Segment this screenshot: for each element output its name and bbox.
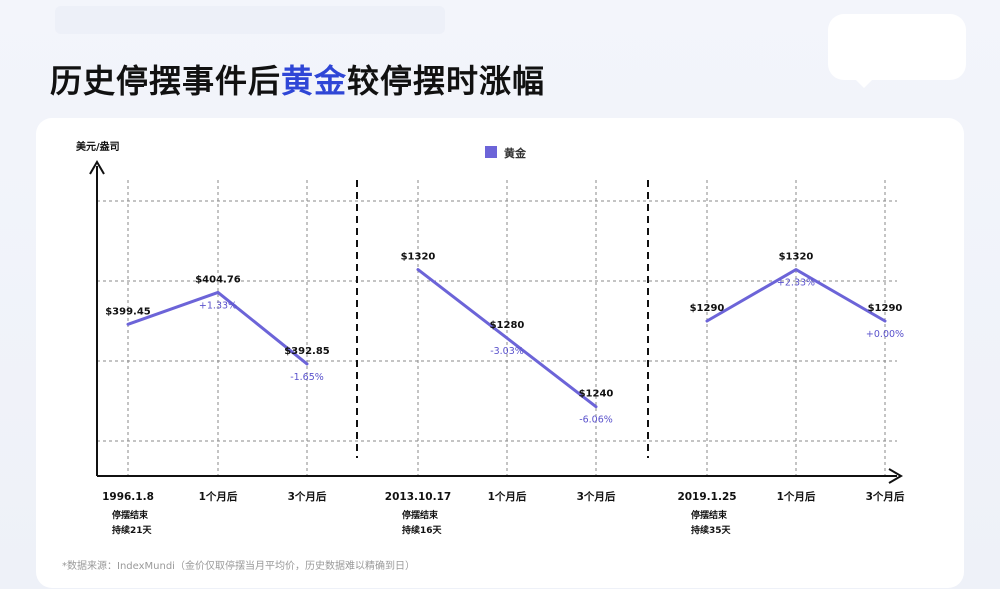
legend-swatch [485, 146, 497, 158]
x-tick-label: 2013.10.17 [385, 491, 451, 503]
pct-change-label: -6.06% [579, 415, 613, 426]
data-label: $399.45 [105, 306, 151, 317]
footnote: *数据来源：IndexMundi（金价仅取停摆当月平均价，历史数据难以精确到日） [62, 559, 415, 572]
x-tick-label: 3个月后 [577, 490, 616, 503]
x-tick-label: 2019.1.25 [677, 491, 736, 503]
title-part-2: 较停摆时涨幅 [347, 62, 546, 100]
page-title: 历史停摆事件后黄金较停摆时涨幅 [50, 56, 545, 102]
x-axis-arrow [888, 468, 903, 484]
pct-change-label: +0.00% [866, 329, 904, 340]
decorative-bubble [828, 14, 966, 80]
data-label: $1280 [490, 320, 525, 331]
decorative-banner [55, 6, 445, 34]
data-label: $1290 [690, 303, 725, 314]
legend-label: 黄金 [504, 146, 527, 160]
x-tick-label: 1个月后 [777, 490, 816, 503]
data-label: $392.85 [284, 346, 330, 357]
decorative-bubble-tail [850, 74, 878, 88]
data-label: $404.76 [195, 274, 241, 285]
axis-layer: 美元/盎司 [76, 140, 903, 484]
grid-layer [97, 180, 897, 476]
x-sub-label: 持续16天 [402, 524, 443, 536]
data-label: $1320 [779, 252, 814, 263]
pct-change-label: +2.33% [777, 278, 815, 289]
y-axis-arrow [89, 160, 105, 175]
gold-line-chart: 美元/盎司 黄金 $399.45 $404.76 +1.33% $392.85 -1.6… [62, 140, 905, 572]
data-label: $1290 [868, 303, 903, 314]
legend: 黄金 [485, 146, 527, 160]
data-label: $1240 [579, 389, 614, 400]
x-sub-label: 停摆结束 [402, 509, 439, 521]
title-part-1: 历史停摆事件后 [50, 62, 282, 100]
series-layer: $399.45 $404.76 +1.33% $392.85 -1.65% $1320 $1… [105, 252, 904, 426]
series-line-gold [126, 290, 309, 366]
pct-change-label: +1.33% [199, 300, 237, 311]
title-highlight: 黄金 [281, 62, 348, 100]
x-sub-label: 持续35天 [691, 524, 732, 536]
group-dividers [356, 180, 649, 458]
x-tick-label: 3个月后 [288, 490, 327, 503]
data-label: $1320 [401, 252, 436, 263]
pct-change-label: -1.65% [290, 372, 324, 383]
chart-card: 美元/盎司 黄金 $399.45 $404.76 +1.33% $392.85 -1.6… [36, 118, 964, 588]
pct-change-label: -3.03% [490, 346, 524, 357]
x-sub-label: 停摆结束 [112, 509, 149, 521]
x-tick-label: 1个月后 [199, 490, 238, 503]
y-axis-label: 美元/盎司 [76, 140, 120, 153]
x-tick-label: 3个月后 [866, 490, 905, 503]
x-tick-label: 1996.1.8 [102, 491, 154, 503]
x-sub-label: 停摆结束 [691, 509, 728, 521]
series-line-gold [705, 268, 887, 323]
x-tick-label: 1个月后 [488, 490, 527, 503]
series-line-gold [416, 268, 598, 409]
x-sub-label: 持续21天 [112, 524, 153, 536]
